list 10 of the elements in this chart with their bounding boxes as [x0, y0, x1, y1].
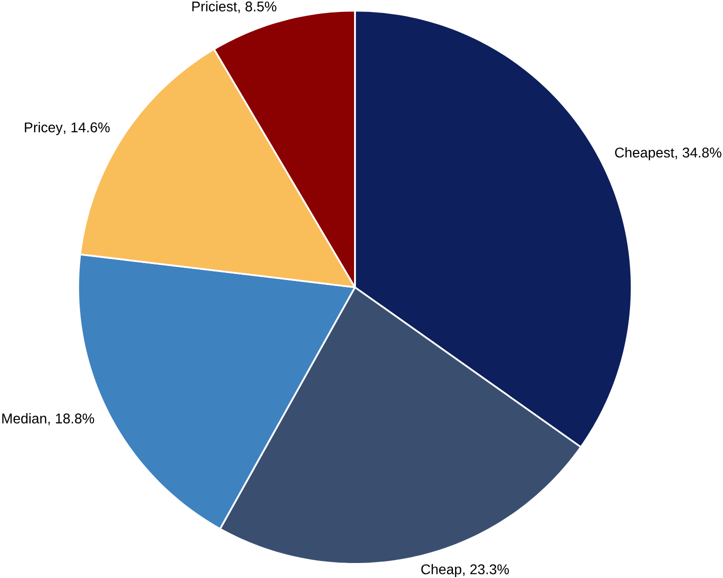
data-label: , 18.8%	[48, 413, 94, 425]
data-label: , 8.5%	[238, 1, 276, 13]
slice-label: Priciest	[192, 1, 238, 12]
slice-label: Cheap	[421, 564, 462, 577]
slice-label: Median	[2, 413, 46, 424]
slice-label: Pricey	[24, 122, 63, 135]
data-label: , 14.6%	[64, 122, 110, 134]
slice-label: Cheapest	[615, 147, 674, 160]
data-label: , 23.3%	[463, 564, 509, 576]
data-label: , 34.8%	[676, 148, 722, 160]
